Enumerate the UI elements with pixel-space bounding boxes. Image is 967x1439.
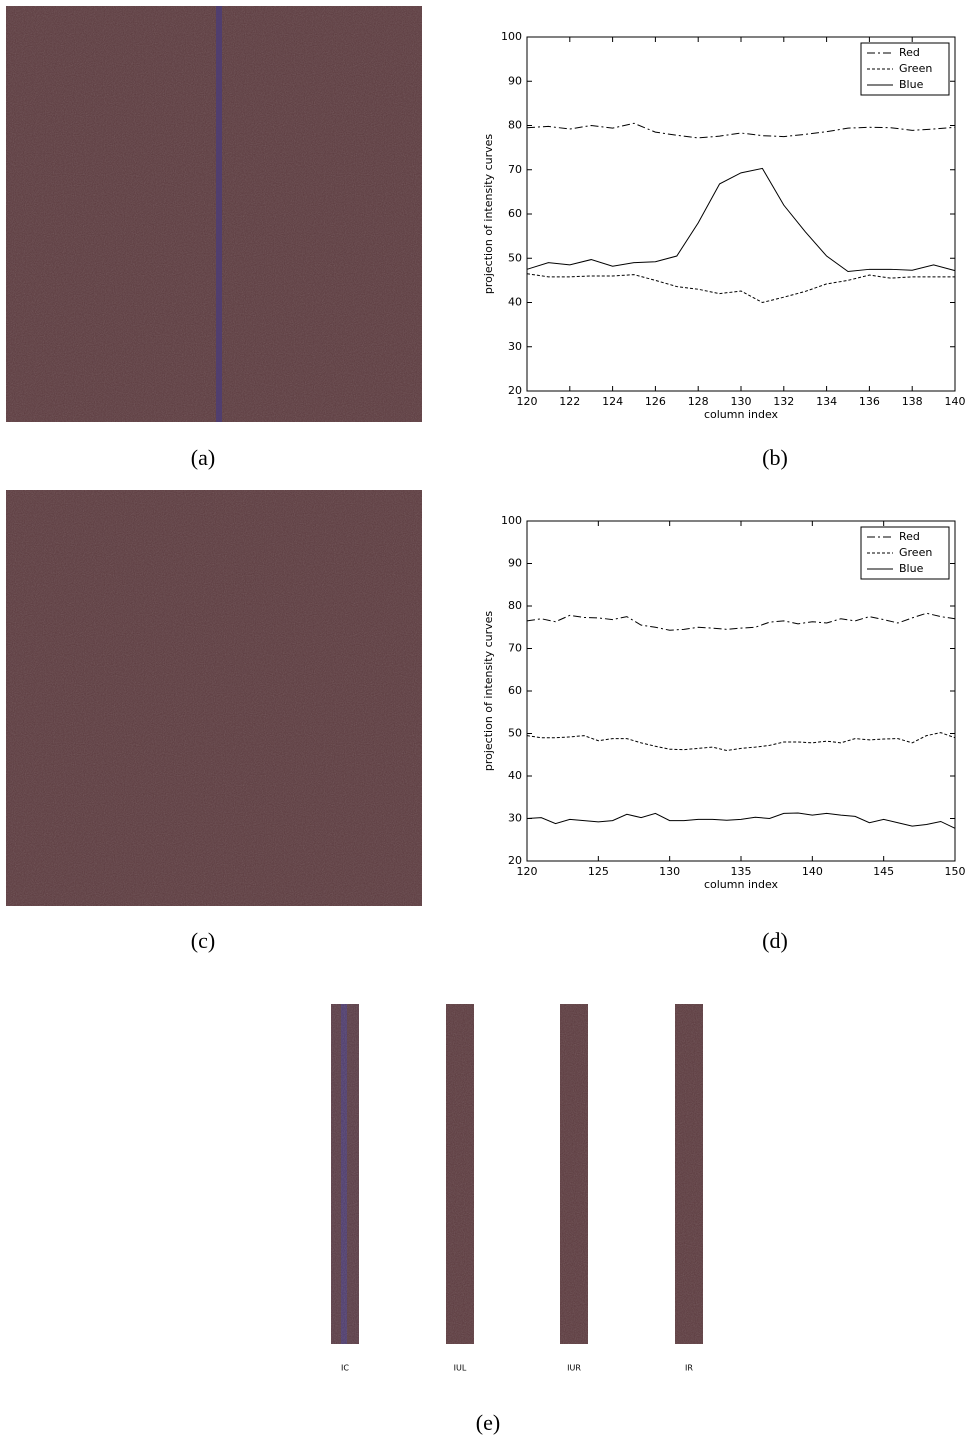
strip-label: IC (341, 1364, 349, 1373)
x-tick-label: 136 (859, 395, 880, 408)
series-line (526, 167, 956, 273)
strips (331, 1004, 703, 1344)
panel-label: (e) (476, 1410, 500, 1435)
x-tick-label: 132 (773, 395, 794, 408)
y-tick-label: 70 (508, 642, 522, 655)
panel-label: (a) (191, 445, 215, 470)
y-tick-label: 40 (508, 296, 522, 309)
x-tick-label: 140 (802, 865, 823, 878)
y-tick-label: 50 (508, 251, 522, 264)
x-tick-label: 130 (731, 395, 752, 408)
x-axis-label: column index (704, 878, 779, 891)
x-tick-label: 135 (731, 865, 752, 878)
x-tick-label: 122 (559, 395, 580, 408)
x-tick-label: 125 (588, 865, 609, 878)
legend-box (860, 42, 950, 96)
x-tick-label: 130 (659, 865, 680, 878)
y-axis-label: projection of intensity curves (482, 611, 495, 772)
x-tick-label: 120 (517, 865, 538, 878)
y-tick-label: 70 (508, 163, 522, 176)
strip-label: IUR (567, 1364, 581, 1373)
y-tick-label: 60 (508, 684, 522, 697)
x-tick-label: 150 (945, 865, 966, 878)
y-tick-label: 20 (508, 854, 522, 867)
y-tick-label: 30 (508, 812, 522, 825)
panel-label: (c) (191, 928, 215, 953)
y-tick-label: 100 (501, 30, 522, 43)
x-tick-label: 120 (517, 395, 538, 408)
y-tick-label: 80 (508, 599, 522, 612)
y-tick-label: 90 (508, 74, 522, 87)
y-tick-label: 30 (508, 340, 522, 353)
legend-label: Red (899, 530, 920, 543)
legend-label: Green (899, 62, 932, 75)
x-tick-label: 128 (688, 395, 709, 408)
series-line (526, 122, 956, 139)
y-tick-label: 20 (508, 384, 522, 397)
x-tick-label: 145 (873, 865, 894, 878)
x-axis-label: column index (704, 408, 779, 421)
y-tick-label: 100 (501, 514, 522, 527)
x-tick-label: 138 (902, 395, 923, 408)
legend-box (860, 526, 950, 580)
series-line (526, 612, 956, 631)
legend-label: Blue (899, 78, 924, 91)
plot-area (526, 36, 956, 392)
panel-label: (b) (762, 445, 788, 470)
panel-label: (d) (762, 928, 788, 953)
series-line (526, 732, 956, 752)
series-line (526, 273, 955, 304)
x-tick-label: 140 (945, 395, 966, 408)
photo-a (6, 6, 422, 422)
y-tick-label: 60 (508, 207, 522, 220)
y-tick-label: 50 (508, 727, 522, 740)
y-axis-label: projection of intensity curves (482, 134, 495, 295)
y-tick-label: 90 (508, 557, 522, 570)
strip-label: IR (685, 1364, 693, 1373)
strip-label: IUL (454, 1364, 467, 1373)
x-tick-label: 124 (602, 395, 623, 408)
y-tick-label: 40 (508, 769, 522, 782)
legend-label: Red (899, 46, 920, 59)
y-tick-label: 80 (508, 119, 522, 132)
x-tick-label: 134 (816, 395, 837, 408)
photo-c (6, 490, 422, 906)
series-line (526, 812, 956, 829)
legend-label: Green (899, 546, 932, 559)
legend-label: Blue (899, 562, 924, 575)
x-tick-label: 126 (645, 395, 666, 408)
